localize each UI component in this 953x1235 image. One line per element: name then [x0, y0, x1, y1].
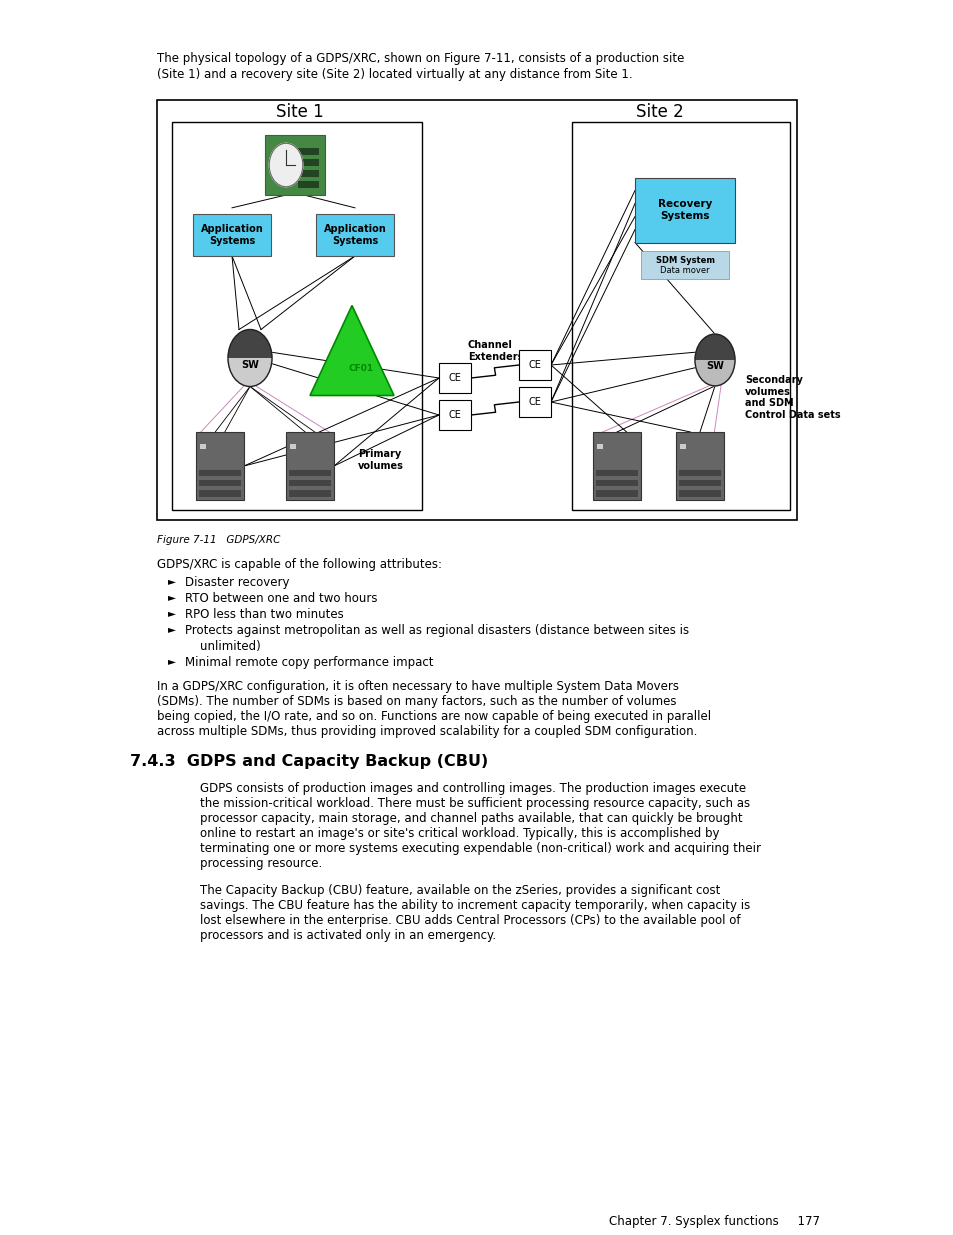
Text: CE: CE	[528, 396, 541, 408]
FancyBboxPatch shape	[679, 490, 720, 496]
Text: CE: CE	[448, 373, 461, 383]
FancyBboxPatch shape	[193, 214, 271, 256]
FancyBboxPatch shape	[172, 122, 421, 510]
Text: ►: ►	[168, 624, 175, 634]
Text: ►: ►	[168, 656, 175, 666]
FancyBboxPatch shape	[265, 135, 325, 195]
Text: savings. The CBU feature has the ability to increment capacity temporarily, when: savings. The CBU feature has the ability…	[200, 899, 749, 911]
Text: Site 2: Site 2	[636, 103, 683, 121]
FancyBboxPatch shape	[289, 490, 331, 496]
Text: online to restart an image's or site's critical workload. Typically, this is acc: online to restart an image's or site's c…	[200, 827, 719, 840]
FancyBboxPatch shape	[518, 350, 551, 380]
Text: (Site 1) and a recovery site (Site 2) located virtually at any distance from Sit: (Site 1) and a recovery site (Site 2) lo…	[157, 68, 632, 82]
Text: Primary
volumes: Primary volumes	[357, 450, 403, 471]
FancyBboxPatch shape	[315, 214, 394, 256]
Circle shape	[695, 335, 734, 385]
Text: Figure 7-11   GDPS/XRC: Figure 7-11 GDPS/XRC	[157, 535, 280, 545]
Text: CE: CE	[448, 410, 461, 420]
FancyBboxPatch shape	[198, 480, 241, 487]
Text: In a GDPS/XRC configuration, it is often necessary to have multiple System Data : In a GDPS/XRC configuration, it is often…	[157, 680, 679, 693]
FancyBboxPatch shape	[679, 480, 720, 487]
FancyBboxPatch shape	[289, 480, 331, 487]
Text: ►: ►	[168, 576, 175, 585]
FancyBboxPatch shape	[289, 471, 331, 477]
Text: GDPS consists of production images and controlling images. The production images: GDPS consists of production images and c…	[200, 782, 745, 795]
FancyBboxPatch shape	[198, 490, 241, 496]
Circle shape	[228, 330, 272, 387]
Text: Channel
Extenders: Channel Extenders	[468, 340, 523, 362]
Text: the mission-critical workload. There must be sufficient processing resource capa: the mission-critical workload. There mus…	[200, 797, 749, 810]
Text: 7.4.3  GDPS and Capacity Backup (CBU): 7.4.3 GDPS and Capacity Backup (CBU)	[130, 755, 488, 769]
Text: Recovery
Systems: Recovery Systems	[658, 199, 712, 221]
Text: Protects against metropolitan as well as regional disasters (distance between si: Protects against metropolitan as well as…	[185, 624, 688, 637]
Text: GDPS/XRC is capable of the following attributes:: GDPS/XRC is capable of the following att…	[157, 558, 441, 571]
FancyBboxPatch shape	[297, 169, 318, 177]
FancyBboxPatch shape	[640, 251, 728, 279]
Text: ►: ►	[168, 608, 175, 618]
Text: The physical topology of a GDPS/XRC, shown on Figure 7-11, consists of a product: The physical topology of a GDPS/XRC, sho…	[157, 52, 683, 65]
Polygon shape	[310, 305, 394, 395]
FancyBboxPatch shape	[438, 363, 471, 393]
Text: ►: ►	[168, 592, 175, 601]
Wedge shape	[695, 335, 734, 359]
FancyBboxPatch shape	[676, 432, 723, 500]
Text: Application
Systems: Application Systems	[200, 225, 263, 246]
Text: CF01: CF01	[348, 364, 374, 373]
Text: Application
Systems: Application Systems	[323, 225, 386, 246]
FancyBboxPatch shape	[679, 471, 720, 477]
Text: unlimited): unlimited)	[185, 640, 260, 653]
FancyBboxPatch shape	[518, 387, 551, 417]
FancyBboxPatch shape	[297, 159, 318, 167]
FancyBboxPatch shape	[572, 122, 789, 510]
Text: SW: SW	[705, 362, 723, 372]
Wedge shape	[228, 330, 272, 358]
Text: Site 1: Site 1	[275, 103, 323, 121]
Text: RTO between one and two hours: RTO between one and two hours	[185, 592, 377, 605]
FancyBboxPatch shape	[438, 400, 471, 430]
FancyBboxPatch shape	[297, 148, 318, 156]
FancyBboxPatch shape	[596, 480, 638, 487]
Text: processor capacity, main storage, and channel paths available, that can quickly : processor capacity, main storage, and ch…	[200, 811, 741, 825]
FancyBboxPatch shape	[679, 443, 685, 450]
Text: Secondary
volumes
and SDM
Control Data sets: Secondary volumes and SDM Control Data s…	[744, 375, 840, 420]
Text: across multiple SDMs, thus providing improved scalability for a coupled SDM conf: across multiple SDMs, thus providing imp…	[157, 725, 697, 739]
FancyBboxPatch shape	[290, 443, 295, 450]
FancyBboxPatch shape	[593, 432, 640, 500]
FancyBboxPatch shape	[199, 443, 206, 450]
Text: Disaster recovery: Disaster recovery	[185, 576, 289, 589]
FancyBboxPatch shape	[195, 432, 244, 500]
FancyBboxPatch shape	[157, 100, 796, 520]
Text: Chapter 7. Sysplex functions     177: Chapter 7. Sysplex functions 177	[608, 1215, 820, 1228]
FancyBboxPatch shape	[597, 443, 602, 450]
FancyBboxPatch shape	[596, 490, 638, 496]
Text: Data mover: Data mover	[659, 266, 709, 275]
FancyBboxPatch shape	[198, 471, 241, 477]
Text: being copied, the I/O rate, and so on. Functions are now capable of being execut: being copied, the I/O rate, and so on. F…	[157, 710, 710, 722]
Text: processing resource.: processing resource.	[200, 857, 322, 869]
Text: processors and is activated only in an emergency.: processors and is activated only in an e…	[200, 929, 496, 942]
Text: The Capacity Backup (CBU) feature, available on the zSeries, provides a signific: The Capacity Backup (CBU) feature, avail…	[200, 884, 720, 897]
Text: Minimal remote copy performance impact: Minimal remote copy performance impact	[185, 656, 433, 669]
FancyBboxPatch shape	[635, 178, 734, 242]
FancyBboxPatch shape	[286, 432, 334, 500]
FancyBboxPatch shape	[596, 471, 638, 477]
Text: lost elsewhere in the enterprise. CBU adds Central Processors (CPs) to the avail: lost elsewhere in the enterprise. CBU ad…	[200, 914, 740, 927]
Text: terminating one or more systems executing expendable (non-critical) work and acq: terminating one or more systems executin…	[200, 842, 760, 855]
Text: (SDMs). The number of SDMs is based on many factors, such as the number of volum: (SDMs). The number of SDMs is based on m…	[157, 695, 676, 708]
Text: CE: CE	[528, 359, 541, 370]
Text: SDM System: SDM System	[655, 257, 714, 266]
FancyBboxPatch shape	[297, 180, 318, 188]
Text: SW: SW	[241, 361, 258, 370]
Text: RPO less than two minutes: RPO less than two minutes	[185, 608, 343, 621]
Circle shape	[269, 143, 302, 186]
